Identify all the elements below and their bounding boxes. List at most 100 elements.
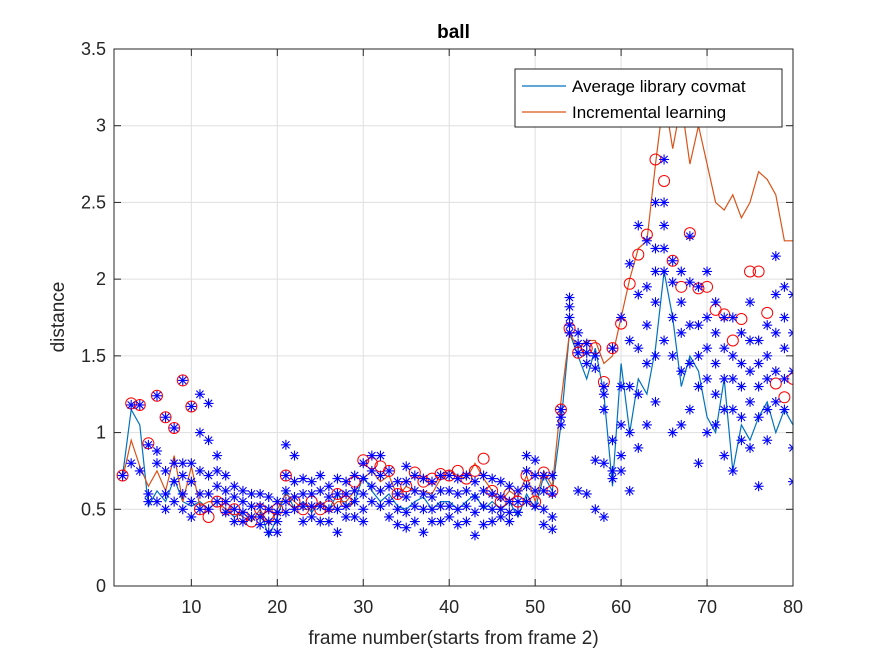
star-stroke: [685, 405, 694, 414]
star-stroke: [711, 390, 720, 399]
star-marker: [332, 473, 343, 484]
star-stroke: [127, 400, 136, 409]
star-marker: [392, 488, 403, 499]
star-stroke: [617, 382, 626, 391]
star-stroke: [462, 471, 471, 480]
star-stroke: [385, 466, 394, 475]
star-stroke: [170, 459, 179, 468]
star-marker: [555, 412, 566, 423]
star-stroke: [436, 517, 445, 526]
star-stroke: [428, 493, 437, 502]
star-marker: [555, 404, 566, 415]
star-stroke: [350, 471, 359, 480]
star-marker: [134, 465, 145, 476]
star-marker: [263, 492, 274, 503]
star-stroke: [660, 336, 669, 345]
star-stroke: [660, 155, 669, 164]
star-marker: [555, 419, 566, 430]
circle-marker: [185, 400, 198, 413]
star-stroke: [763, 405, 772, 414]
star-stroke: [763, 351, 772, 360]
star-marker: [203, 470, 214, 481]
star-stroke: [720, 451, 729, 460]
star-stroke: [780, 344, 789, 353]
star-stroke: [307, 477, 316, 486]
star-stroke: [625, 259, 634, 268]
star-stroke: [599, 390, 608, 399]
star-marker: [229, 504, 240, 515]
star-stroke: [694, 321, 703, 330]
star-marker: [186, 458, 197, 469]
star-marker: [564, 292, 575, 303]
star-stroke: [556, 420, 565, 429]
star-stroke: [393, 505, 402, 514]
star-marker: [418, 488, 429, 499]
star-marker: [495, 476, 506, 487]
star-marker: [375, 470, 386, 481]
star-stroke: [161, 413, 170, 422]
star-stroke: [617, 420, 626, 429]
star-stroke: [187, 497, 196, 506]
star-stroke: [367, 497, 376, 506]
star-stroke: [376, 502, 385, 511]
x-tick-label: 50: [525, 597, 545, 617]
star-stroke: [428, 477, 437, 486]
star-marker: [521, 465, 532, 476]
star-stroke: [350, 497, 359, 506]
star-marker: [659, 154, 670, 165]
star-stroke: [281, 471, 290, 480]
star-stroke: [703, 267, 712, 276]
star-marker: [186, 401, 197, 412]
star-marker: [194, 389, 205, 400]
star-stroke: [479, 520, 488, 529]
star-stroke: [445, 486, 454, 495]
star-stroke: [152, 391, 161, 400]
star-stroke: [135, 466, 144, 475]
star-stroke: [256, 489, 265, 498]
star-stroke: [230, 505, 239, 514]
star-stroke: [152, 497, 161, 506]
star-stroke: [178, 376, 187, 385]
star-marker: [633, 220, 644, 231]
star-marker: [564, 301, 575, 312]
star-stroke: [187, 459, 196, 468]
star-stroke: [789, 370, 793, 376]
star-marker: [272, 516, 283, 527]
star-marker: [478, 485, 489, 496]
star-stroke: [324, 493, 333, 502]
star-marker: [341, 511, 352, 522]
x-tick-label: 60: [611, 597, 631, 617]
star-marker: [762, 404, 773, 415]
star-marker: [788, 476, 793, 487]
star-marker: [349, 496, 360, 507]
star-stroke: [651, 397, 660, 406]
star-stroke: [299, 474, 308, 483]
star-stroke: [651, 198, 660, 207]
star-stroke: [625, 486, 634, 495]
star-stroke: [273, 508, 282, 517]
star-marker: [521, 481, 532, 492]
star-stroke: [634, 221, 643, 230]
star-marker: [581, 488, 592, 499]
star-marker: [461, 516, 472, 527]
star-marker: [358, 458, 369, 469]
star-marker: [512, 507, 523, 518]
star-marker: [186, 496, 197, 507]
star-stroke: [230, 493, 239, 502]
star-stroke: [703, 313, 712, 322]
star-marker: [418, 473, 429, 484]
star-stroke: [617, 451, 626, 460]
star-marker: [280, 507, 291, 518]
star-stroke: [711, 298, 720, 307]
star-marker: [375, 485, 386, 496]
star-marker: [435, 485, 446, 496]
star-stroke: [161, 466, 170, 475]
star-marker: [203, 504, 214, 515]
star-stroke: [599, 512, 608, 521]
star-marker: [779, 281, 790, 292]
star-marker: [126, 399, 137, 410]
star-stroke: [204, 471, 213, 480]
y-tick-label: 1: [96, 423, 106, 443]
star-stroke: [522, 497, 531, 506]
star-marker: [667, 277, 678, 288]
